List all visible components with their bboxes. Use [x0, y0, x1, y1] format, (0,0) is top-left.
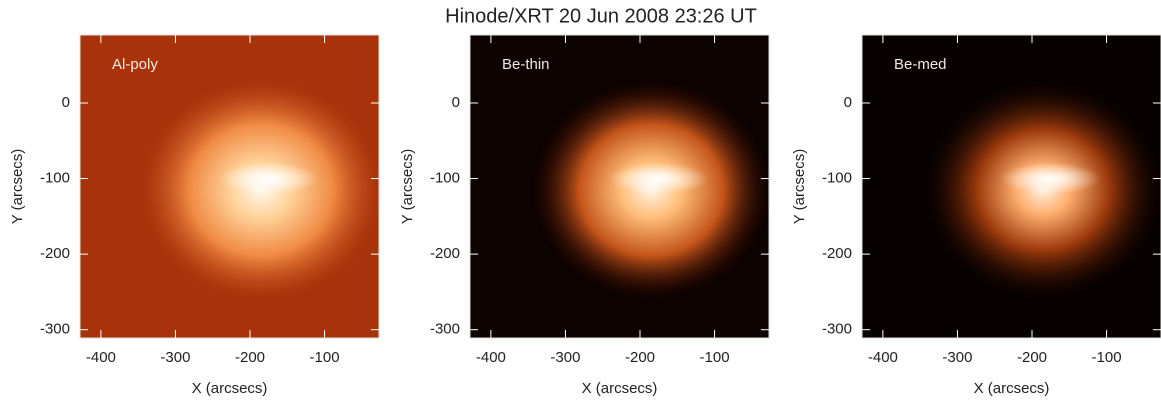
y-tick-label: -100 [40, 170, 70, 187]
x-tick-label: -100 [700, 349, 730, 366]
active-region-core [608, 162, 709, 195]
active-region-core [218, 162, 319, 195]
y-tick-label: -200 [40, 245, 70, 262]
x-tick-label: -200 [1017, 349, 1047, 366]
solar-image [862, 35, 1161, 338]
panel-label: Be-thin [502, 56, 550, 73]
y-tick-label: -100 [822, 170, 852, 187]
x-tick-label: -300 [160, 349, 190, 366]
y-axis-label: Y (arcsecs) [9, 149, 26, 225]
solar-image [470, 35, 772, 338]
x-tick-label: -400 [868, 349, 898, 366]
x-axis-label: X (arcsecs) [582, 380, 658, 397]
x-axis-label: X (arcsecs) [974, 380, 1050, 397]
x-tick-label: -100 [1092, 349, 1122, 366]
x-tick-label: -200 [625, 349, 655, 366]
figure-title: Hinode/XRT 20 Jun 2008 23:26 UT [445, 5, 757, 27]
y-tick-label: -200 [430, 245, 460, 262]
x-tick-label: -300 [550, 349, 580, 366]
panel-label: Be-med [894, 56, 947, 73]
active-region-core [1000, 162, 1101, 195]
y-tick-label: 0 [452, 94, 460, 111]
y-tick-label: 0 [844, 94, 852, 111]
x-tick-label: -100 [310, 349, 340, 366]
y-tick-label: -200 [822, 245, 852, 262]
y-tick-label: -100 [430, 170, 460, 187]
y-tick-label: -300 [822, 321, 852, 338]
y-tick-label: -300 [430, 321, 460, 338]
x-tick-label: -300 [942, 349, 972, 366]
x-tick-label: -200 [235, 349, 265, 366]
plot-frame [79, 34, 380, 339]
y-tick-label: -300 [40, 321, 70, 338]
panel-label: Al-poly [112, 56, 158, 73]
x-tick-label: -400 [86, 349, 116, 366]
solar-image [80, 35, 382, 338]
plot-frame [469, 34, 770, 339]
y-axis-label: Y (arcsecs) [399, 149, 416, 225]
y-tick-label: 0 [62, 94, 70, 111]
y-axis-label: Y (arcsecs) [791, 149, 808, 225]
plot-frame [861, 34, 1161, 339]
x-tick-label: -400 [476, 349, 506, 366]
x-axis-label: X (arcsecs) [192, 380, 268, 397]
